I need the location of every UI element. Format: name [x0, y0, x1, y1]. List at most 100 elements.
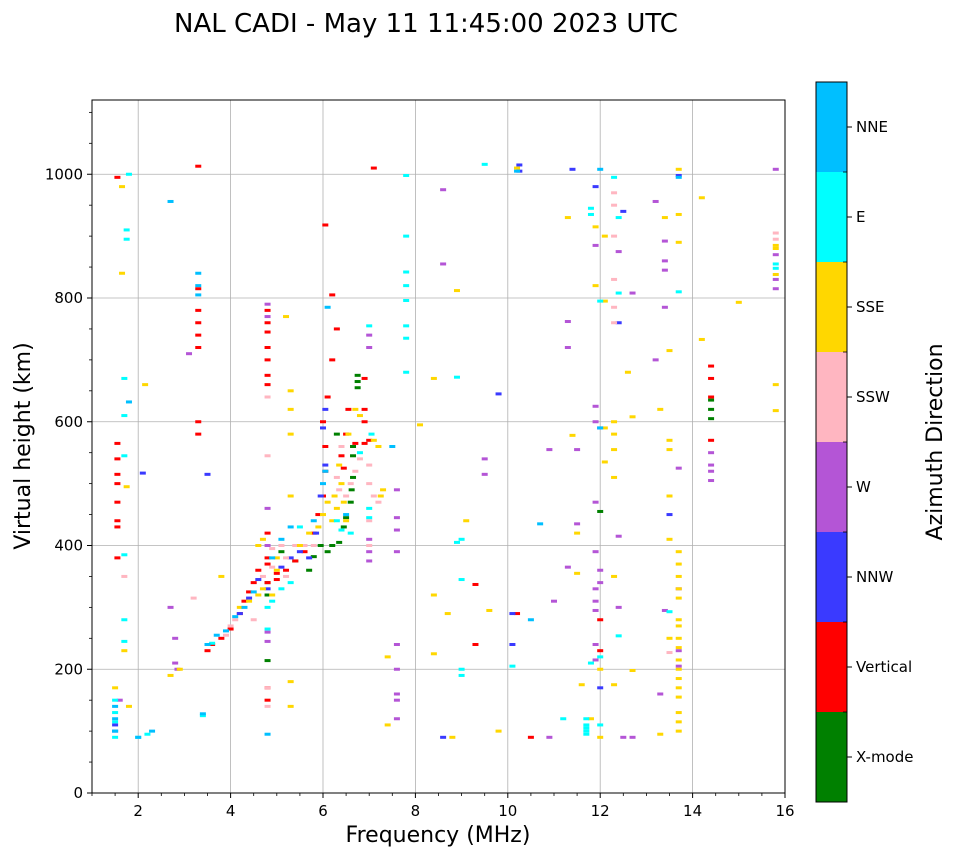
- data-point: [675, 658, 682, 662]
- data-point: [123, 485, 130, 489]
- data-point: [481, 162, 488, 166]
- data-point: [708, 395, 715, 399]
- data-point: [574, 448, 581, 452]
- colorbar-label: Azimuth Direction: [923, 343, 948, 540]
- data-point: [675, 695, 682, 699]
- data-point: [675, 649, 682, 653]
- data-point: [772, 253, 779, 257]
- data-point: [440, 262, 447, 266]
- data-point: [352, 469, 359, 473]
- data-point: [317, 494, 324, 498]
- data-point: [195, 420, 202, 424]
- data-point: [264, 630, 271, 634]
- data-point: [329, 293, 336, 297]
- data-point: [597, 568, 604, 572]
- series-w: [116, 167, 779, 739]
- data-point: [264, 302, 271, 306]
- data-point: [666, 438, 673, 442]
- data-point: [250, 618, 257, 622]
- data-point: [350, 475, 357, 479]
- data-point: [144, 732, 151, 736]
- data-point: [287, 432, 294, 436]
- data-point: [675, 624, 682, 628]
- data-point: [278, 537, 285, 541]
- data-point: [472, 582, 479, 586]
- data-point: [675, 636, 682, 640]
- data-point: [592, 550, 599, 554]
- data-point: [204, 649, 211, 653]
- data-point: [708, 479, 715, 483]
- data-point: [246, 596, 253, 600]
- data-point: [338, 454, 345, 458]
- data-point: [675, 574, 682, 578]
- data-point: [112, 729, 119, 733]
- data-point: [345, 432, 352, 436]
- data-point: [287, 680, 294, 684]
- y-tick-label: 600: [54, 413, 83, 431]
- data-point: [343, 516, 350, 520]
- data-point: [453, 540, 460, 544]
- data-point: [772, 272, 779, 276]
- x-axis: 2 4 6 8 10 12 14 16: [91, 793, 795, 820]
- data-point: [361, 376, 368, 380]
- data-point: [587, 206, 594, 210]
- data-point: [486, 608, 493, 612]
- data-point: [514, 169, 521, 173]
- data-point: [772, 167, 779, 171]
- colorbar-tick-label: W: [856, 478, 871, 496]
- data-point: [255, 544, 262, 547]
- data-point: [389, 445, 396, 448]
- data-point: [320, 420, 326, 424]
- colorbar-tick-label: NNW: [856, 568, 893, 586]
- colorbar-tick-label: SSE: [856, 298, 885, 316]
- data-point: [620, 735, 627, 739]
- data-point: [329, 544, 336, 547]
- data-point: [264, 321, 271, 325]
- data-point: [322, 469, 329, 473]
- data-point: [574, 571, 581, 575]
- data-point: [204, 472, 211, 476]
- data-point: [241, 599, 248, 603]
- data-point: [213, 633, 220, 637]
- data-point: [190, 596, 197, 600]
- data-point: [569, 167, 576, 171]
- data-point: [354, 386, 361, 390]
- data-point: [264, 686, 271, 690]
- data-point: [601, 426, 608, 430]
- data-point: [370, 438, 377, 442]
- data-point: [583, 717, 590, 721]
- data-point: [292, 559, 299, 563]
- data-point: [195, 346, 202, 349]
- data-point: [343, 494, 350, 498]
- data-point: [218, 574, 225, 578]
- data-point: [269, 556, 276, 560]
- data-point: [597, 509, 604, 513]
- data-point: [611, 475, 618, 479]
- data-point: [592, 404, 599, 408]
- data-point: [338, 528, 345, 532]
- data-point: [375, 500, 382, 504]
- data-point: [708, 364, 715, 368]
- data-point: [361, 407, 368, 411]
- data-point: [347, 531, 354, 535]
- data-point: [222, 633, 229, 637]
- data-point: [232, 618, 239, 622]
- data-point: [264, 346, 271, 349]
- data-point: [287, 556, 294, 560]
- data-point: [597, 581, 604, 585]
- data-point: [569, 433, 576, 437]
- data-point: [657, 732, 664, 736]
- data-point: [264, 373, 271, 377]
- data-point: [430, 593, 437, 597]
- data-point: [735, 300, 742, 304]
- data-point: [527, 618, 534, 622]
- data-point: [241, 605, 248, 609]
- data-point: [121, 574, 128, 578]
- data-point: [283, 315, 290, 319]
- data-point: [352, 407, 359, 411]
- data-point: [114, 500, 121, 504]
- data-point: [287, 525, 294, 529]
- data-point: [121, 618, 128, 622]
- data-point: [574, 531, 581, 535]
- data-point: [172, 661, 179, 665]
